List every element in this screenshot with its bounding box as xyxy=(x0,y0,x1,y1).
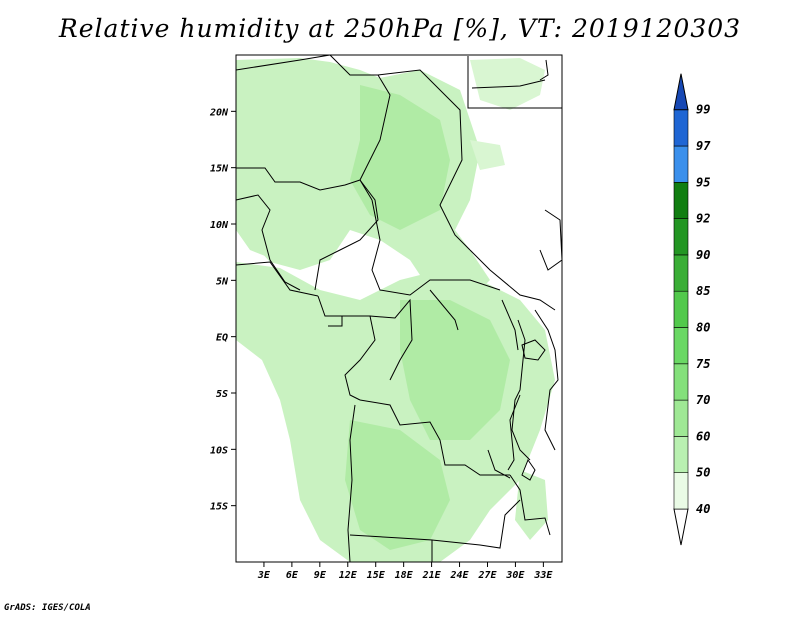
colorbar-label: 50 xyxy=(696,466,710,480)
border-line xyxy=(377,69,471,251)
colorbar-segment xyxy=(673,254,689,292)
colorbar-label: 97 xyxy=(696,139,711,153)
border-line xyxy=(487,449,511,479)
border-line xyxy=(359,399,510,476)
border-line xyxy=(511,319,531,461)
lat-tick-label: 15N xyxy=(210,164,229,175)
colorbar-lower-triangle xyxy=(673,508,689,546)
colorbar-label: 60 xyxy=(696,429,710,443)
grads-credit: GrADS: IGES/COLA xyxy=(4,603,91,613)
map-frame xyxy=(235,54,563,563)
border-line xyxy=(471,79,546,89)
border-line xyxy=(349,534,433,562)
lon-tick-label: 9E xyxy=(314,570,327,581)
colorbar-segment xyxy=(673,327,689,365)
humidity-region-east xyxy=(515,470,548,540)
colorbar-label: 92 xyxy=(696,212,710,226)
border-line xyxy=(314,179,379,291)
border-line xyxy=(369,298,413,381)
humidity-region-south xyxy=(345,420,450,550)
colorbar: 40 50 60 70 75 80 85 90 92 95 97 99 xyxy=(673,73,711,546)
border-line xyxy=(236,167,361,191)
lon-tick-label: 30E xyxy=(505,570,525,581)
colorbar-segment xyxy=(673,145,689,183)
colorbar-segment xyxy=(673,399,689,437)
border-line xyxy=(539,59,549,81)
lat-tick-label: 5S xyxy=(216,389,228,400)
border-line xyxy=(429,289,459,331)
humidity-region-northeast-2 xyxy=(470,140,505,170)
border-line xyxy=(521,339,546,361)
lon-tick-label: 18E xyxy=(395,570,414,581)
border-line xyxy=(501,299,519,351)
border-line xyxy=(431,499,521,549)
border-line xyxy=(521,458,536,481)
colorbar-label: 85 xyxy=(696,284,710,298)
colorbar-label: 40 xyxy=(696,502,710,516)
humidity-field xyxy=(236,58,555,562)
longitude-axis: 3E 6E 9E 12E 15E 18E 21E 24E 27E 30E 33E xyxy=(257,562,553,581)
border-line xyxy=(534,309,559,451)
lat-tick-label: EQ xyxy=(216,333,228,344)
lat-tick-label: 20N xyxy=(209,107,229,118)
lon-tick-label: 21E xyxy=(422,570,442,581)
colorbar-segment xyxy=(673,182,689,219)
lon-tick-label: 12E xyxy=(339,570,358,581)
colorbar-label: 95 xyxy=(696,175,710,189)
humidity-region-west xyxy=(236,170,330,262)
colorbar-label: 90 xyxy=(696,248,710,262)
lon-tick-label: 15E xyxy=(367,570,386,581)
colorbar-segment xyxy=(673,290,689,328)
colorbar-segment xyxy=(673,472,689,510)
lon-tick-label: 27E xyxy=(477,570,497,581)
border-line xyxy=(347,404,356,563)
colorbar-label: 75 xyxy=(696,357,710,371)
humidity-region-northeast xyxy=(470,58,545,110)
colorbar-label: 80 xyxy=(696,321,710,335)
border-line xyxy=(235,261,319,297)
colorbar-label: 99 xyxy=(696,103,710,117)
country-borders xyxy=(235,54,563,563)
border-line xyxy=(507,394,521,471)
lon-tick-label: 6E xyxy=(286,570,299,581)
lon-tick-label: 33E xyxy=(533,570,553,581)
colorbar-segment xyxy=(673,436,689,473)
latitude-axis: 20N 15N 10N 5N EQ 5S 10S 15S xyxy=(209,107,236,513)
humidity-region-north-core xyxy=(350,85,450,230)
border-line xyxy=(371,199,501,296)
border-line xyxy=(467,56,562,109)
humidity-region-central-core xyxy=(400,300,510,440)
border-line xyxy=(469,249,556,311)
lat-tick-label: 15S xyxy=(210,502,228,513)
lon-tick-label: 24E xyxy=(450,570,470,581)
border-line xyxy=(235,54,331,71)
colorbar-segment xyxy=(673,363,689,401)
lat-tick-label: 10S xyxy=(210,445,228,456)
border-line xyxy=(235,194,301,291)
lat-tick-label: 5N xyxy=(216,276,229,287)
map-title: Relative humidity at 250hPa [%], VT: 201… xyxy=(58,14,742,43)
border-line xyxy=(539,209,563,271)
border-line xyxy=(509,474,551,536)
colorbar-segment xyxy=(673,109,689,147)
colorbar-upper-triangle xyxy=(673,73,689,111)
colorbar-segment xyxy=(673,218,689,256)
colorbar-label: 70 xyxy=(696,393,710,407)
lon-tick-label: 3E xyxy=(257,570,271,581)
lat-tick-label: 10N xyxy=(210,220,229,231)
